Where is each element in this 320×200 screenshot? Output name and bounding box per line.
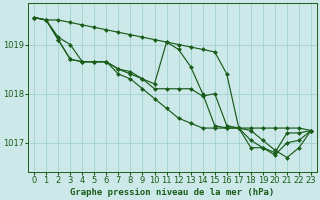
X-axis label: Graphe pression niveau de la mer (hPa): Graphe pression niveau de la mer (hPa) — [70, 188, 275, 197]
